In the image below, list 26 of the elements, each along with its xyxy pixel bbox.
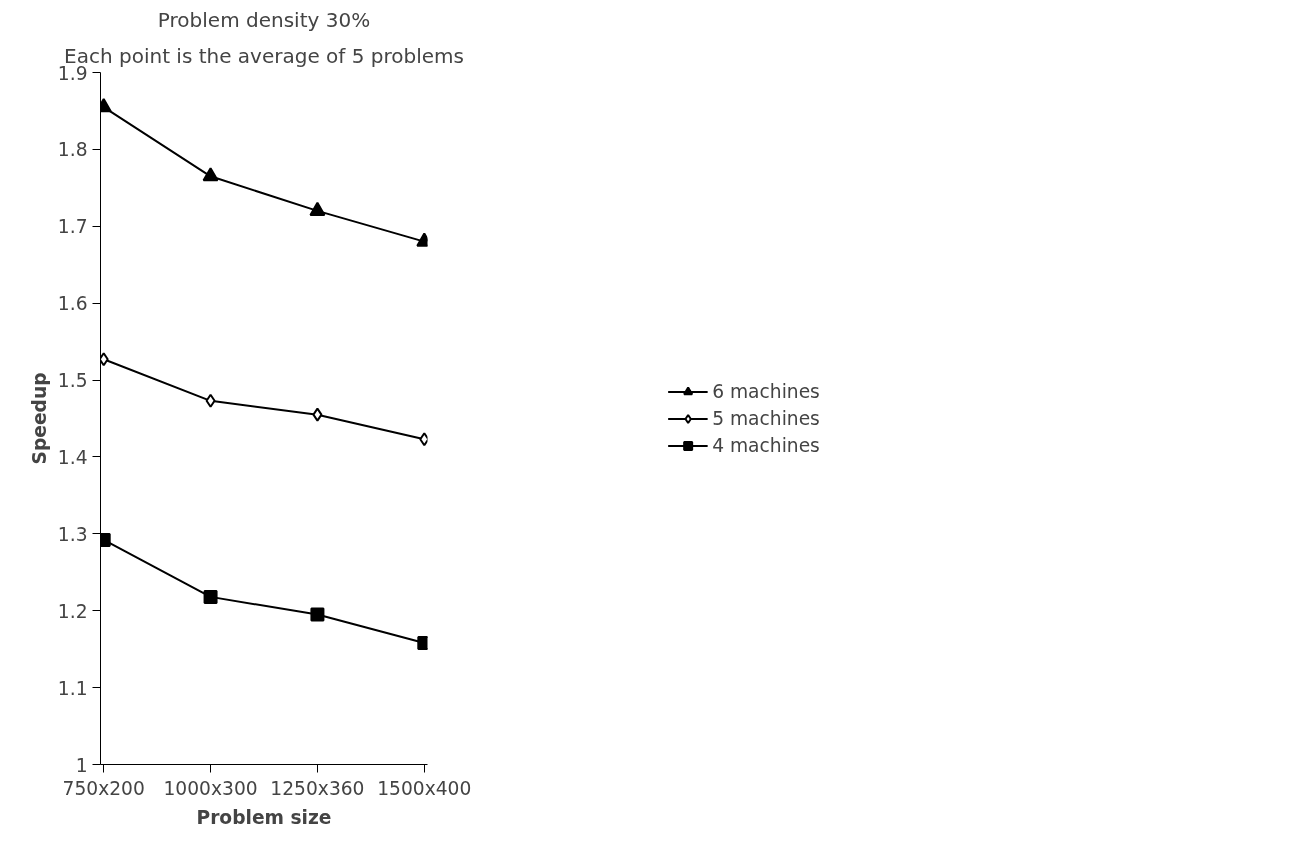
x-tick-label: 1000x300 [163,777,258,799]
y-tick-label: 1.8 [57,139,88,161]
x-tick-label: 750x200 [62,777,145,799]
y-tick-label: 1.6 [57,293,88,315]
point [417,636,428,651]
x-tick-label: 1500x400 [377,777,472,799]
y-tick-label: 1.5 [57,370,88,392]
point [203,589,218,604]
point [310,607,325,622]
point [312,407,323,422]
point [100,532,111,547]
legend-label: 6 machines [712,380,820,402]
y-tick-label: 1.9 [57,62,88,84]
point [205,393,216,408]
y-tick-label: 1.3 [57,523,88,545]
y-tick-label: 1.1 [57,677,88,699]
x-tick-label: 1250x360 [270,777,365,799]
chart-title: Problem density 30% [157,7,371,32]
y-tick-label: 1.7 [57,216,88,238]
y-tick-label: 1.4 [57,446,88,468]
y-tick-label: 1 [75,754,88,776]
y-tick-label: 1.2 [57,600,88,622]
y-axis-title: Speedup [28,372,50,465]
legend-label: 4 machines [712,434,820,456]
legend-label: 5 machines [712,407,820,429]
x-axis-title: Problem size [196,806,332,828]
